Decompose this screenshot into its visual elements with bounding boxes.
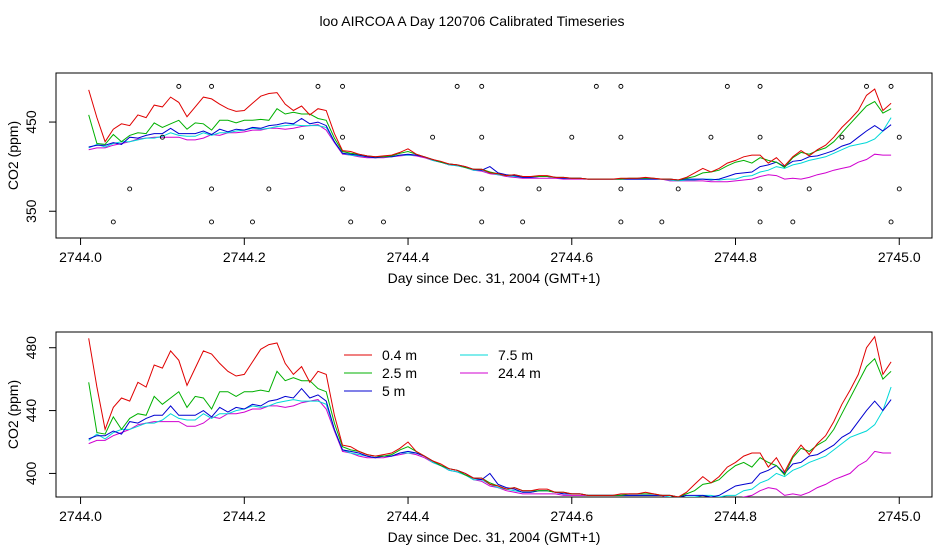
marker-point: [618, 134, 624, 140]
marker-point: [209, 186, 215, 192]
x-axis-label: Day since Dec. 31, 2004 (GMT+1): [388, 529, 601, 545]
marker-point: [618, 219, 624, 225]
x-tick-label: 2744.2: [223, 249, 266, 265]
y-tick-label: 480: [23, 336, 39, 360]
marker-point: [159, 134, 165, 140]
top-series-line: [88, 117, 892, 181]
marker-point: [790, 219, 796, 225]
marker-point: [340, 134, 345, 140]
marker-point: [299, 134, 305, 140]
top-series-line: [88, 124, 892, 183]
marker-point: [896, 134, 902, 140]
x-tick-label: 2745.0: [878, 249, 921, 265]
marker-point: [110, 219, 116, 225]
marker-point: [340, 186, 345, 192]
marker-point: [724, 83, 730, 89]
series-line: [88, 399, 892, 497]
marker-point: [479, 219, 485, 225]
plot-frame: [55, 331, 933, 498]
x-tick-label: 2744.6: [550, 249, 593, 265]
marker-point: [340, 83, 345, 89]
chart-title: loo AIRCOA A Day 120706 Calibrated Times…: [319, 13, 624, 29]
marker-point: [757, 134, 763, 140]
marker-point: [806, 186, 812, 192]
marker-point: [757, 186, 763, 192]
legend-label: 5 m: [382, 383, 405, 399]
marker-point: [127, 186, 133, 192]
marker-point: [209, 83, 215, 89]
marker-point: [888, 83, 894, 89]
marker-point: [405, 186, 411, 192]
y-tick-label: 440: [23, 399, 39, 423]
marker-point: [381, 219, 386, 225]
x-tick-label: 2744.8: [714, 508, 757, 524]
plot-area: [88, 335, 892, 497]
marker-point: [839, 134, 845, 140]
series-line: [88, 335, 892, 497]
series-line: [88, 386, 892, 497]
top-series-line: [88, 100, 892, 181]
marker-point: [888, 219, 894, 225]
marker-point: [618, 186, 624, 192]
series-line: [88, 357, 892, 497]
top-series-line: [88, 88, 892, 181]
x-tick-label: 2744.8: [714, 249, 757, 265]
marker-point: [569, 134, 575, 140]
plot-area: [88, 83, 902, 225]
legend-label: 24.4 m: [498, 365, 541, 381]
marker-point: [864, 83, 869, 89]
marker-point: [250, 219, 255, 225]
series-line: [88, 387, 892, 497]
marker-point: [479, 186, 485, 192]
marker-point: [176, 83, 182, 89]
x-tick-label: 2744.4: [387, 249, 430, 265]
legend-label: 2.5 m: [382, 365, 417, 381]
marker-point: [896, 186, 902, 192]
x-tick-label: 2745.0: [878, 508, 921, 524]
marker-point: [675, 186, 681, 192]
x-tick-label: 2744.2: [223, 508, 266, 524]
marker-point: [209, 219, 215, 225]
marker-point: [618, 83, 624, 89]
y-axis-label: CO2 (ppm): [5, 121, 21, 190]
marker-point: [757, 219, 763, 225]
plot-frame: [55, 72, 933, 239]
x-tick-label: 2744.4: [387, 508, 430, 524]
y-tick-label: 400: [23, 462, 39, 486]
marker-point: [430, 134, 436, 140]
marker-point: [315, 83, 321, 89]
marker-point: [659, 219, 665, 225]
y-tick-label: 350: [23, 199, 39, 223]
top-panel: 2744.0 2744.2 2744.4 2744.6 2744.8 2745.0 350 4…: [5, 72, 933, 286]
x-tick-label: 2744.6: [550, 508, 593, 524]
x-tick-label: 2744.0: [59, 508, 102, 524]
marker-point: [348, 219, 354, 225]
x-tick-label: 2744.0: [59, 249, 102, 265]
marker-point: [479, 83, 485, 89]
marker-point: [266, 186, 272, 192]
y-tick-label: 450: [23, 110, 39, 134]
marker-point: [520, 219, 526, 225]
y-axis-label: CO2 (ppm): [5, 380, 21, 449]
bottom-panel: 2744.0 2744.2 2744.4 2744.6 2744.8 2745.0 400 4…: [5, 331, 933, 545]
x-axis-label: Day since Dec. 31, 2004 (GMT+1): [388, 270, 601, 286]
top-series-line: [88, 117, 892, 182]
marker-point: [708, 134, 714, 140]
marker-point: [757, 83, 763, 89]
marker-point: [593, 83, 599, 89]
marker-point: [454, 83, 460, 89]
legend-label: 0.4 m: [382, 347, 417, 363]
legend: 0.4 m 2.5 m 5 m 7.5 m 24.4 m: [344, 347, 541, 399]
marker-point: [536, 186, 542, 192]
legend-label: 7.5 m: [498, 347, 533, 363]
marker-point: [479, 134, 485, 140]
